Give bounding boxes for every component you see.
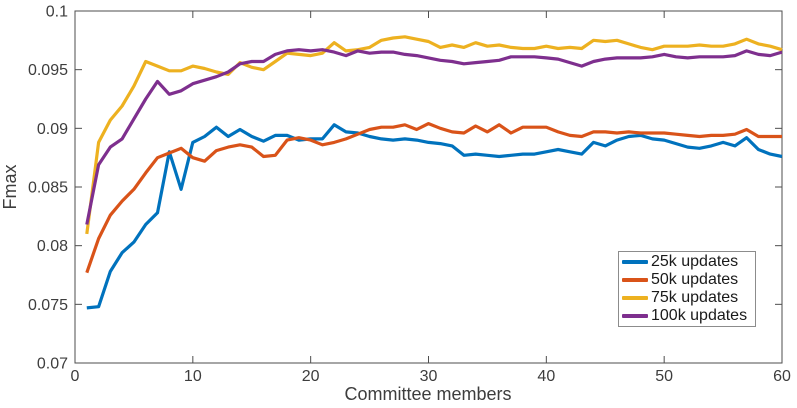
x-axis-label: Committee members — [344, 384, 511, 404]
y-tick-label: 0.095 — [28, 62, 68, 79]
plot-area: 0 10 20 30 40 50 60 0.07 0.075 0.08 0.085 0.09 0.095… — [28, 4, 791, 386]
y-tick-label: 0.085 — [28, 180, 68, 197]
legend-label: 100k updates — [651, 306, 748, 324]
legend-item: 50k updates — [622, 272, 755, 289]
y-tick-label: 0.09 — [37, 121, 68, 138]
legend-swatch-25k-updates — [622, 260, 648, 265]
series-100k-updates-line — [85, 48, 783, 225]
y-tick-label: 0.08 — [37, 238, 68, 255]
legend: 25k updates 50k updates 75k updates 100k… — [618, 251, 756, 327]
series-50k-updates-line — [85, 121, 782, 274]
legend-item: 75k updates — [622, 289, 755, 306]
legend-label: 50k updates — [651, 271, 739, 289]
x-tick-label: 40 — [537, 368, 555, 385]
legend-item: 25k updates — [622, 254, 755, 271]
x-tick-label: 30 — [420, 368, 438, 385]
x-tick-label: 50 — [655, 368, 673, 385]
legend-label: 75k updates — [651, 288, 739, 306]
x-tick-label: 0 — [71, 368, 80, 385]
legend-label: 25k updates — [651, 253, 739, 271]
y-tick-label: 0.075 — [28, 297, 68, 314]
y-tick-label: 0.1 — [46, 4, 68, 21]
x-tick-label: 20 — [302, 368, 320, 385]
y-tick-label: 0.07 — [37, 356, 68, 373]
y-axis-label: Fmax — [0, 165, 20, 210]
legend-swatch-100k-updates — [622, 313, 648, 318]
x-tick-label: 60 — [773, 368, 791, 385]
legend-swatch-75k-updates — [622, 295, 648, 300]
legend-item: 100k updates — [622, 307, 755, 324]
series-75k-updates-line — [85, 35, 783, 235]
series-25k-updates-line — [86, 123, 783, 310]
x-tick-label: 10 — [184, 368, 202, 385]
legend-swatch-50k-updates — [622, 278, 648, 283]
